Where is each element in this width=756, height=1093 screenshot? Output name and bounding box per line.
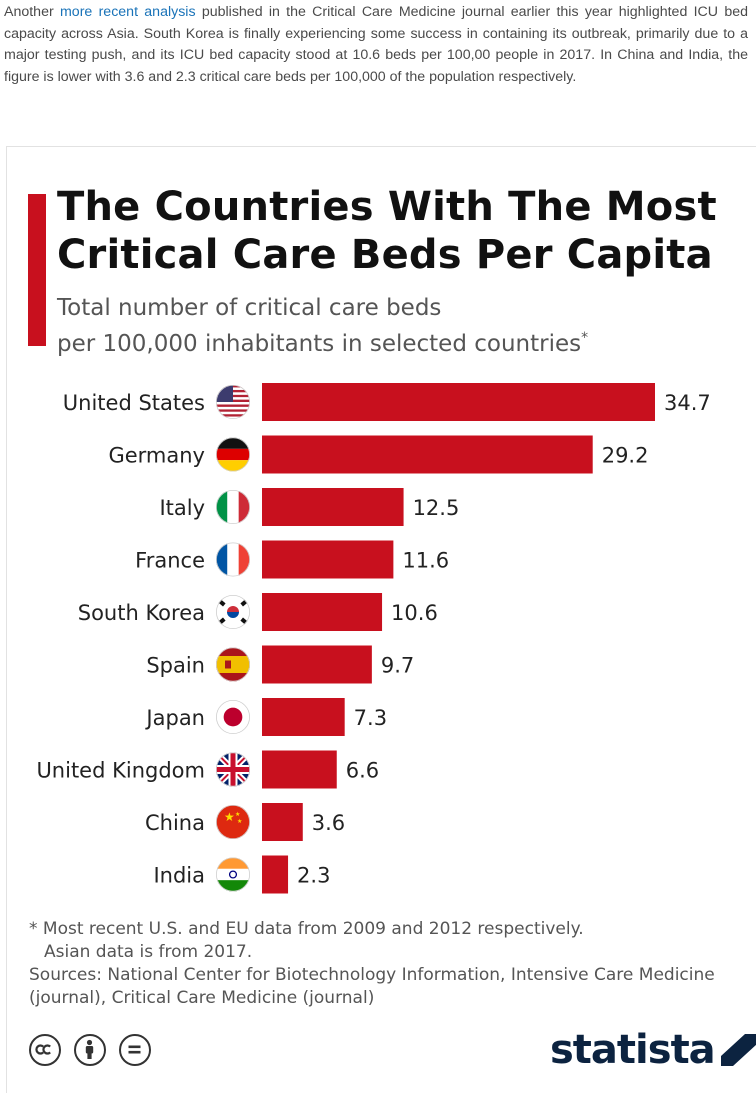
us-flag-icon: [215, 384, 250, 419]
category-label: China: [145, 811, 205, 835]
value-label: 2.3: [297, 864, 330, 888]
category-label: Spain: [146, 654, 205, 678]
cc-icon[interactable]: [29, 1034, 61, 1066]
more-recent-analysis-link[interactable]: more recent analysis: [59, 4, 196, 20]
bar: [262, 750, 337, 789]
footnote-line-1: * Most recent U.S. and EU data from 2009…: [29, 919, 584, 939]
chart-subtitle: Total number of critical care beds per 1…: [57, 293, 717, 359]
bar: [262, 435, 593, 474]
chart-footnote: * Most recent U.S. and EU data from 2009…: [29, 918, 749, 1010]
intro-text-after: published in the Critical Care Medicine …: [4, 4, 748, 85]
subtitle-footnote-mark: *: [581, 330, 589, 346]
value-label: 10.6: [391, 601, 438, 625]
statista-wordmark: statista: [550, 1027, 716, 1073]
bar: [262, 698, 345, 736]
value-label: 9.7: [381, 654, 414, 678]
value-label: 11.6: [402, 549, 449, 573]
category-label: Germany: [108, 444, 205, 468]
bar-row: Japan 7.3: [144, 698, 387, 736]
bar: [262, 855, 289, 894]
bar-row: India 2.3: [153, 855, 330, 894]
bar: [262, 540, 394, 579]
intro-text-before: Another: [4, 4, 60, 20]
bar-row: China ★ ★★ 3.6: [145, 803, 345, 841]
france-flag-icon: [215, 542, 250, 577]
value-label: 34.7: [664, 391, 711, 415]
bar: [262, 383, 655, 421]
italy-flag-icon: [215, 489, 250, 524]
bar: [262, 803, 303, 841]
bar-row: United Kingdom 6.6: [36, 750, 379, 789]
title-accent-bar: [28, 194, 46, 346]
value-label: 12.5: [413, 496, 460, 520]
attribution-icon[interactable]: [74, 1034, 106, 1066]
svg-text:★: ★: [237, 818, 242, 825]
bar: [262, 593, 383, 631]
category-label: United States: [63, 391, 205, 415]
category-label: South Korea: [78, 601, 205, 625]
value-label: 3.6: [312, 811, 345, 835]
footnote-line-2: Asian data is from 2017.: [44, 942, 253, 962]
bar-row: South Korea 10.6: [78, 593, 438, 631]
svg-text:★: ★: [235, 811, 240, 818]
chart-title: The Countries With The Most Critical Car…: [57, 184, 717, 278]
category-label: United Kingdom: [36, 759, 205, 783]
no-derivatives-icon[interactable]: [119, 1034, 151, 1066]
uk-flag-icon: [215, 752, 250, 787]
spain-flag-icon: [215, 647, 250, 682]
value-label: 7.3: [354, 706, 387, 730]
sources-text: Sources: National Center for Biotechnolo…: [29, 965, 715, 1008]
intro-paragraph: Another more recent analysis published i…: [4, 2, 748, 88]
india-flag-icon: [215, 857, 250, 892]
subtitle-line-2: per 100,000 inhabitants in selected coun…: [57, 331, 582, 357]
germany-flag-icon: [215, 437, 250, 472]
bar: [262, 645, 372, 684]
bar-row: Germany 29.2: [108, 435, 649, 474]
bar-row: Spain 9.7: [146, 645, 414, 684]
statista-logo-icon: [720, 1034, 756, 1066]
bar-row: Italy 12.5: [159, 488, 459, 526]
category-label: Japan: [144, 706, 205, 730]
value-label: 29.2: [602, 444, 649, 468]
bar-row: France 11.6: [135, 540, 449, 579]
subtitle-line-1: Total number of critical care beds: [57, 295, 442, 321]
bar-row: United States 34.7: [63, 383, 711, 421]
svg-text:★: ★: [224, 810, 235, 824]
south-korea-flag-icon: [215, 595, 250, 630]
china-flag-icon: ★ ★★: [215, 805, 250, 840]
japan-flag-icon: [215, 700, 250, 735]
bar: [262, 488, 404, 526]
statista-logo[interactable]: statista: [550, 1026, 756, 1074]
category-label: France: [135, 549, 205, 573]
category-label: India: [153, 864, 205, 888]
value-label: 6.6: [346, 759, 379, 783]
category-label: Italy: [159, 496, 205, 520]
